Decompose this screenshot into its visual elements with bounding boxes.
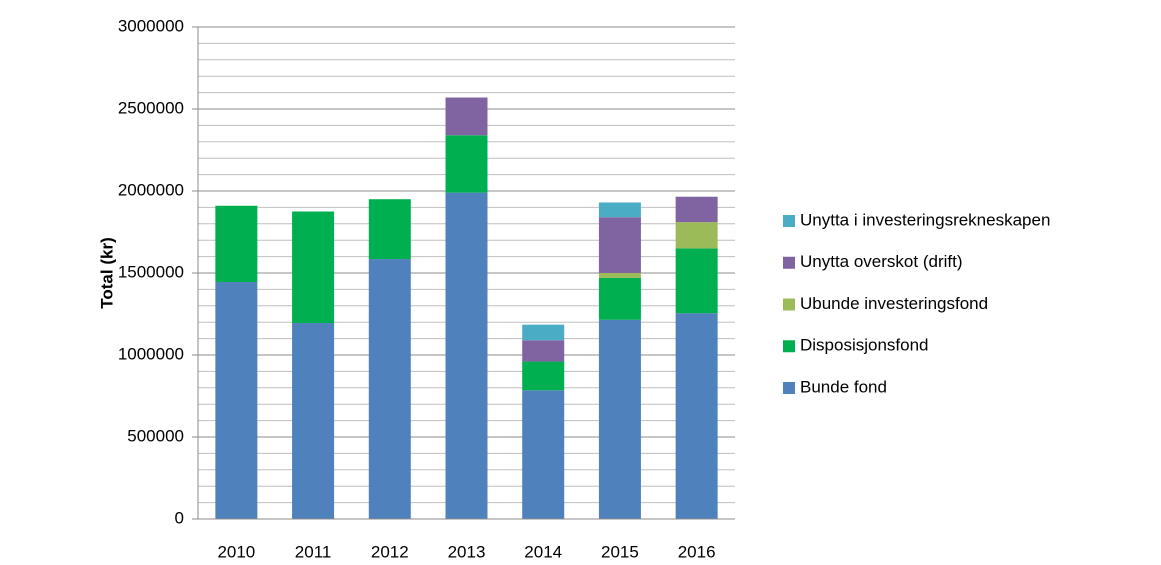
bar-segment	[445, 192, 488, 519]
legend-label: Unytta overskot (drift)	[800, 252, 963, 271]
bar-segment	[215, 205, 258, 283]
legend-swatch	[783, 382, 795, 394]
legend-label: Disposisjonsfond	[800, 336, 929, 355]
bar-segment	[675, 248, 718, 314]
bar-segment	[598, 273, 641, 278]
legend-swatch	[783, 340, 795, 353]
bar-segment	[522, 340, 565, 362]
x-tick-label: 2011	[295, 542, 332, 561]
y-axis-label: Total (kr)	[97, 237, 116, 308]
bar-segment	[215, 282, 258, 519]
bar-segment	[598, 217, 641, 273]
bar-segment	[292, 211, 335, 324]
y-tick-label: 0	[175, 508, 184, 527]
legend-swatch	[783, 256, 795, 269]
bar-segment	[598, 319, 641, 519]
bar-segment	[675, 222, 718, 249]
y-tick-label: 500000	[127, 426, 184, 445]
y-tick-label: 3000000	[118, 16, 184, 35]
legend-label: Ubunde investeringsfond	[800, 294, 988, 313]
bar-segment	[598, 277, 641, 320]
y-tick-label: 1000000	[118, 344, 184, 363]
bar-segment	[522, 361, 565, 391]
x-tick-label: 2014	[524, 542, 562, 561]
bar-segment	[675, 313, 718, 519]
bar-segment	[522, 324, 565, 341]
legend-label: Bunde fond	[800, 377, 887, 396]
bar-segment	[292, 323, 335, 519]
bar-segment	[675, 196, 718, 223]
legend-swatch	[783, 298, 795, 311]
legend-label: Unytta i investeringsrekneskapen	[800, 210, 1050, 229]
bar-segment	[522, 390, 565, 519]
bar-segment	[445, 135, 488, 193]
x-tick-label: 2012	[371, 542, 409, 561]
legend-swatch	[783, 215, 795, 227]
x-tick-label: 2010	[217, 542, 255, 561]
y-tick-label: 2500000	[118, 98, 184, 117]
bar-segment	[368, 199, 411, 260]
bar-segment	[368, 259, 411, 519]
x-tick-label: 2016	[678, 542, 716, 561]
bar-segment	[598, 202, 641, 218]
y-tick-label: 2000000	[118, 180, 184, 199]
y-tick-label: 1500000	[118, 262, 184, 281]
x-tick-label: 2015	[601, 542, 639, 561]
x-tick-label: 2013	[448, 542, 486, 561]
bar-segment	[445, 97, 488, 136]
